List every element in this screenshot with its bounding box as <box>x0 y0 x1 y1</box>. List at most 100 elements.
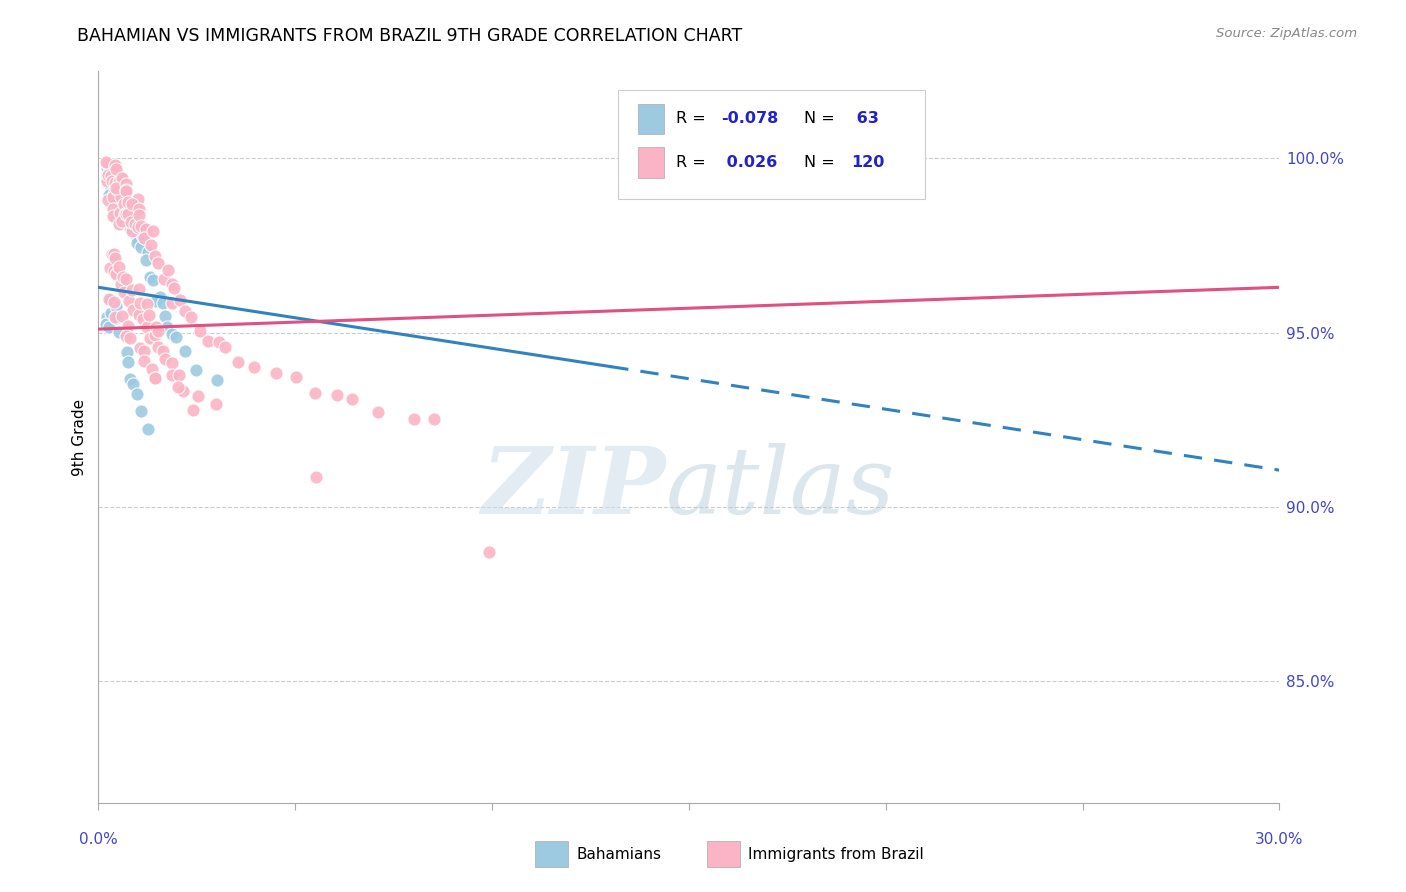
Point <box>111 171 134 186</box>
Point <box>105 267 128 281</box>
Point <box>143 371 166 385</box>
Point <box>98 161 121 176</box>
Point <box>146 324 169 338</box>
Point <box>135 253 157 268</box>
Point <box>100 180 122 194</box>
Point <box>115 204 138 219</box>
Point <box>122 213 145 227</box>
Point <box>165 329 187 343</box>
Point <box>128 308 150 322</box>
Y-axis label: 9th Grade: 9th Grade <box>72 399 87 475</box>
Point <box>98 319 121 334</box>
Point <box>160 356 183 370</box>
Point <box>423 412 446 426</box>
Point <box>129 240 152 254</box>
Point <box>125 203 148 218</box>
Point <box>98 293 121 308</box>
Point <box>121 197 143 211</box>
Point <box>110 190 132 204</box>
Point <box>180 310 202 325</box>
Point <box>100 260 122 275</box>
Point <box>115 328 138 343</box>
Point <box>181 403 204 417</box>
Point <box>129 219 152 233</box>
Text: 120: 120 <box>851 155 884 170</box>
Point <box>162 368 184 383</box>
Point <box>173 344 195 359</box>
Point <box>103 247 125 261</box>
Point <box>153 271 176 285</box>
Point <box>103 295 125 310</box>
Point <box>127 192 149 206</box>
Point <box>104 159 127 173</box>
Point <box>112 285 135 299</box>
Text: atlas: atlas <box>665 443 894 533</box>
Point <box>136 297 159 311</box>
Point <box>121 283 143 297</box>
Point <box>122 377 145 392</box>
Point <box>120 207 142 221</box>
FancyBboxPatch shape <box>638 103 664 135</box>
Point <box>163 280 186 294</box>
Text: BAHAMIAN VS IMMIGRANTS FROM BRAZIL 9TH GRADE CORRELATION CHART: BAHAMIAN VS IMMIGRANTS FROM BRAZIL 9TH G… <box>77 27 742 45</box>
Point <box>115 207 138 221</box>
Point <box>149 290 172 304</box>
Text: Bahamians: Bahamians <box>576 847 662 862</box>
Point <box>111 309 134 323</box>
Text: 63: 63 <box>851 112 879 127</box>
Point <box>127 220 149 235</box>
Point <box>96 160 118 174</box>
Point <box>131 228 153 243</box>
Text: 30.0%: 30.0% <box>1256 832 1303 847</box>
Point <box>132 311 155 326</box>
Point <box>156 263 179 277</box>
Point <box>97 194 120 208</box>
Point <box>142 224 165 238</box>
Point <box>152 296 174 310</box>
Point <box>128 202 150 216</box>
Point <box>97 168 120 182</box>
Point <box>342 392 364 406</box>
Point <box>138 309 160 323</box>
Point <box>97 157 120 171</box>
Point <box>145 293 167 308</box>
Point <box>101 202 124 216</box>
Point <box>111 186 134 201</box>
Point <box>104 176 127 190</box>
Point <box>96 170 118 185</box>
Point <box>135 319 157 334</box>
Text: R =: R = <box>676 155 711 170</box>
Point <box>107 208 129 222</box>
Point <box>142 273 165 287</box>
Point <box>124 217 146 231</box>
Point <box>105 161 128 175</box>
Point <box>111 269 134 284</box>
Point <box>243 359 266 374</box>
Point <box>110 214 132 228</box>
Point <box>120 221 142 235</box>
Text: R =: R = <box>676 112 711 127</box>
Point <box>152 344 174 359</box>
Point <box>139 269 162 284</box>
Point <box>197 334 219 348</box>
Point <box>118 372 141 386</box>
Point <box>304 386 326 401</box>
Point <box>404 411 426 425</box>
Point <box>114 178 136 192</box>
Point <box>100 169 122 184</box>
Point <box>205 373 228 387</box>
Point <box>97 187 120 202</box>
Point <box>114 183 136 197</box>
Point <box>117 318 139 333</box>
Point <box>105 206 128 220</box>
Point <box>97 164 120 178</box>
FancyBboxPatch shape <box>536 841 568 867</box>
Point <box>104 181 127 195</box>
Point <box>118 293 141 308</box>
Point <box>143 371 166 385</box>
Point <box>108 260 131 274</box>
Point <box>96 174 118 188</box>
Point <box>108 203 131 218</box>
Point <box>115 271 138 285</box>
Point <box>148 255 170 269</box>
